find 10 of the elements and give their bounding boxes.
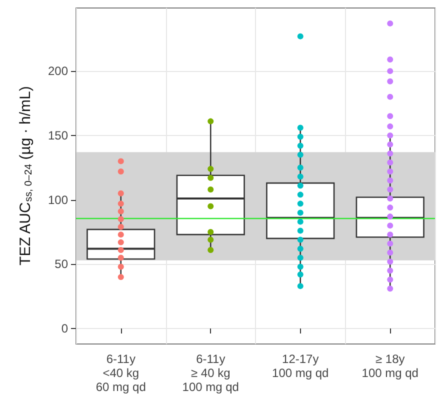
y-tick-label: 50 (54, 257, 68, 272)
y-tick-label: 0 (61, 322, 68, 336)
x-tick-label: ≥ 18y 100 mg qd (362, 352, 418, 380)
y-tick-label: 100 (48, 192, 68, 207)
x-tick-label: 6-11y <40 kg 60 mg qd (96, 352, 146, 394)
x-tick-label: 6-11y ≥ 40 kg 100 mg qd (182, 352, 239, 394)
y-tick-label: 150 (48, 128, 68, 142)
x-tick-label: 12-17y 100 mg qd (272, 352, 329, 380)
y-tick-label: 200 (48, 64, 68, 78)
y-axis-title: TEZ AUCss, 0–24 (µg · h/mL) (17, 86, 34, 266)
